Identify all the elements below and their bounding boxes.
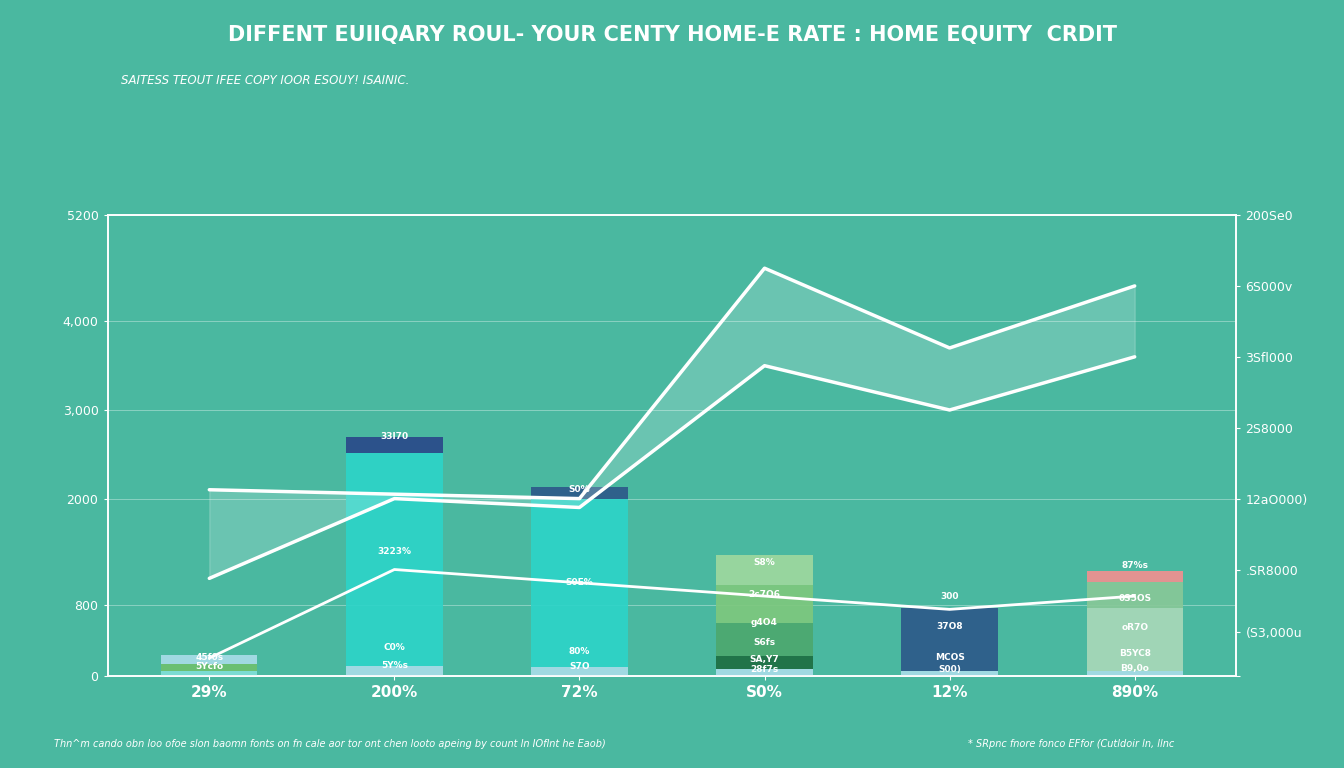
Text: 3223%: 3223% — [378, 548, 411, 556]
Bar — [902, 608, 997, 670]
Text: S0%: S0% — [569, 485, 590, 495]
Bar — [531, 498, 628, 667]
Bar — [347, 453, 442, 666]
Text: C0%: C0% — [383, 643, 406, 652]
Bar — [716, 585, 813, 623]
Text: B9,0o: B9,0o — [1121, 664, 1149, 674]
Text: 37O8: 37O8 — [937, 622, 962, 631]
Text: 2c7O6: 2c7O6 — [749, 590, 781, 599]
Text: g4O4: g4O4 — [751, 618, 778, 627]
Text: S6fs: S6fs — [754, 638, 775, 647]
Text: MCOS: MCOS — [934, 653, 965, 662]
Bar — [716, 669, 813, 676]
Text: 5Y%s: 5Y%s — [380, 660, 407, 670]
Text: oR7O: oR7O — [1121, 624, 1148, 633]
Bar — [716, 623, 813, 657]
Bar — [347, 438, 442, 453]
Text: S7O: S7O — [569, 662, 590, 671]
Bar — [1086, 582, 1183, 608]
Text: Thn^m cando obn loo ofoe slon baomn fonts on fn cale aor tor ont chen looto apei: Thn^m cando obn loo ofoe slon baomn font… — [54, 739, 606, 749]
Text: 300: 300 — [941, 591, 958, 601]
Bar — [531, 487, 628, 498]
Text: 28f7s: 28f7s — [750, 664, 778, 674]
Text: * SRpnc fnore fonco EFfor (Cutldoir ln, llnc: * SRpnc fnore fonco EFfor (Cutldoir ln, … — [968, 739, 1173, 749]
Bar — [716, 555, 813, 585]
Bar — [161, 671, 258, 676]
Text: SA,Y7: SA,Y7 — [750, 655, 780, 664]
Bar — [531, 667, 628, 676]
Bar — [1086, 608, 1183, 670]
Text: 80%: 80% — [569, 647, 590, 657]
Bar — [1086, 670, 1183, 676]
Text: 33l70: 33l70 — [380, 432, 409, 441]
Bar — [161, 655, 258, 664]
Bar — [902, 670, 997, 676]
Text: DIFFENT EUIIQARY ROUL- YOUR CENTY HOME-E RATE : HOME EQUITY  CRDIT: DIFFENT EUIIQARY ROUL- YOUR CENTY HOME-E… — [227, 25, 1117, 45]
Bar — [161, 664, 258, 671]
Text: 5Ycfo: 5Ycfo — [195, 661, 223, 670]
Text: B5YC8: B5YC8 — [1118, 649, 1150, 657]
Text: S8%: S8% — [754, 558, 775, 567]
Text: S0E%: S0E% — [566, 578, 593, 588]
Bar — [1086, 571, 1183, 582]
Text: 45f0s: 45f0s — [195, 653, 223, 662]
Text: 87%s: 87%s — [1121, 561, 1148, 570]
Bar — [716, 657, 813, 669]
Text: 0S5OS: 0S5OS — [1118, 594, 1152, 603]
Text: SAITESS TEOUT IFEE COPY IOOR ESOUY! ISAINIC.: SAITESS TEOUT IFEE COPY IOOR ESOUY! ISAI… — [121, 74, 410, 87]
Bar — [347, 666, 442, 676]
Text: S00): S00) — [938, 664, 961, 674]
